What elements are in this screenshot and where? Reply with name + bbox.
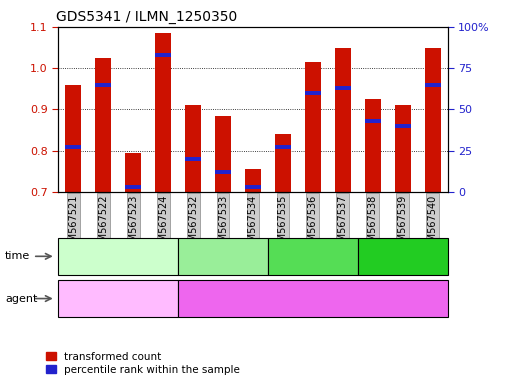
- Bar: [95, 83, 111, 87]
- Legend: transformed count, percentile rank within the sample: transformed count, percentile rank withi…: [45, 352, 240, 375]
- Text: rotenone: rotenone: [287, 293, 337, 304]
- Text: hour 8: hour 8: [205, 251, 241, 262]
- Bar: [424, 83, 440, 87]
- Bar: [364, 119, 380, 123]
- Bar: [424, 48, 440, 192]
- Bar: [274, 146, 291, 149]
- Text: hour 15: hour 15: [291, 251, 334, 262]
- Bar: [274, 134, 291, 192]
- Text: control: control: [98, 293, 137, 304]
- Bar: [125, 153, 141, 192]
- Bar: [214, 116, 231, 192]
- Bar: [155, 33, 171, 192]
- Bar: [334, 86, 350, 90]
- Bar: [364, 99, 380, 192]
- Bar: [334, 48, 350, 192]
- Bar: [394, 105, 410, 192]
- Bar: [95, 58, 111, 192]
- Text: GDS5341 / ILMN_1250350: GDS5341 / ILMN_1250350: [56, 10, 237, 25]
- Bar: [244, 169, 261, 192]
- Text: time: time: [5, 251, 30, 262]
- Bar: [155, 53, 171, 57]
- Bar: [304, 91, 321, 95]
- Bar: [304, 62, 321, 192]
- Bar: [184, 105, 201, 192]
- Bar: [394, 124, 410, 128]
- Bar: [214, 170, 231, 174]
- Bar: [244, 185, 261, 189]
- Text: hour 0: hour 0: [100, 251, 136, 262]
- Text: agent: agent: [5, 293, 37, 304]
- Text: hour 24: hour 24: [380, 251, 424, 262]
- Bar: [65, 85, 81, 192]
- Bar: [65, 146, 81, 149]
- Bar: [184, 157, 201, 161]
- Bar: [125, 185, 141, 189]
